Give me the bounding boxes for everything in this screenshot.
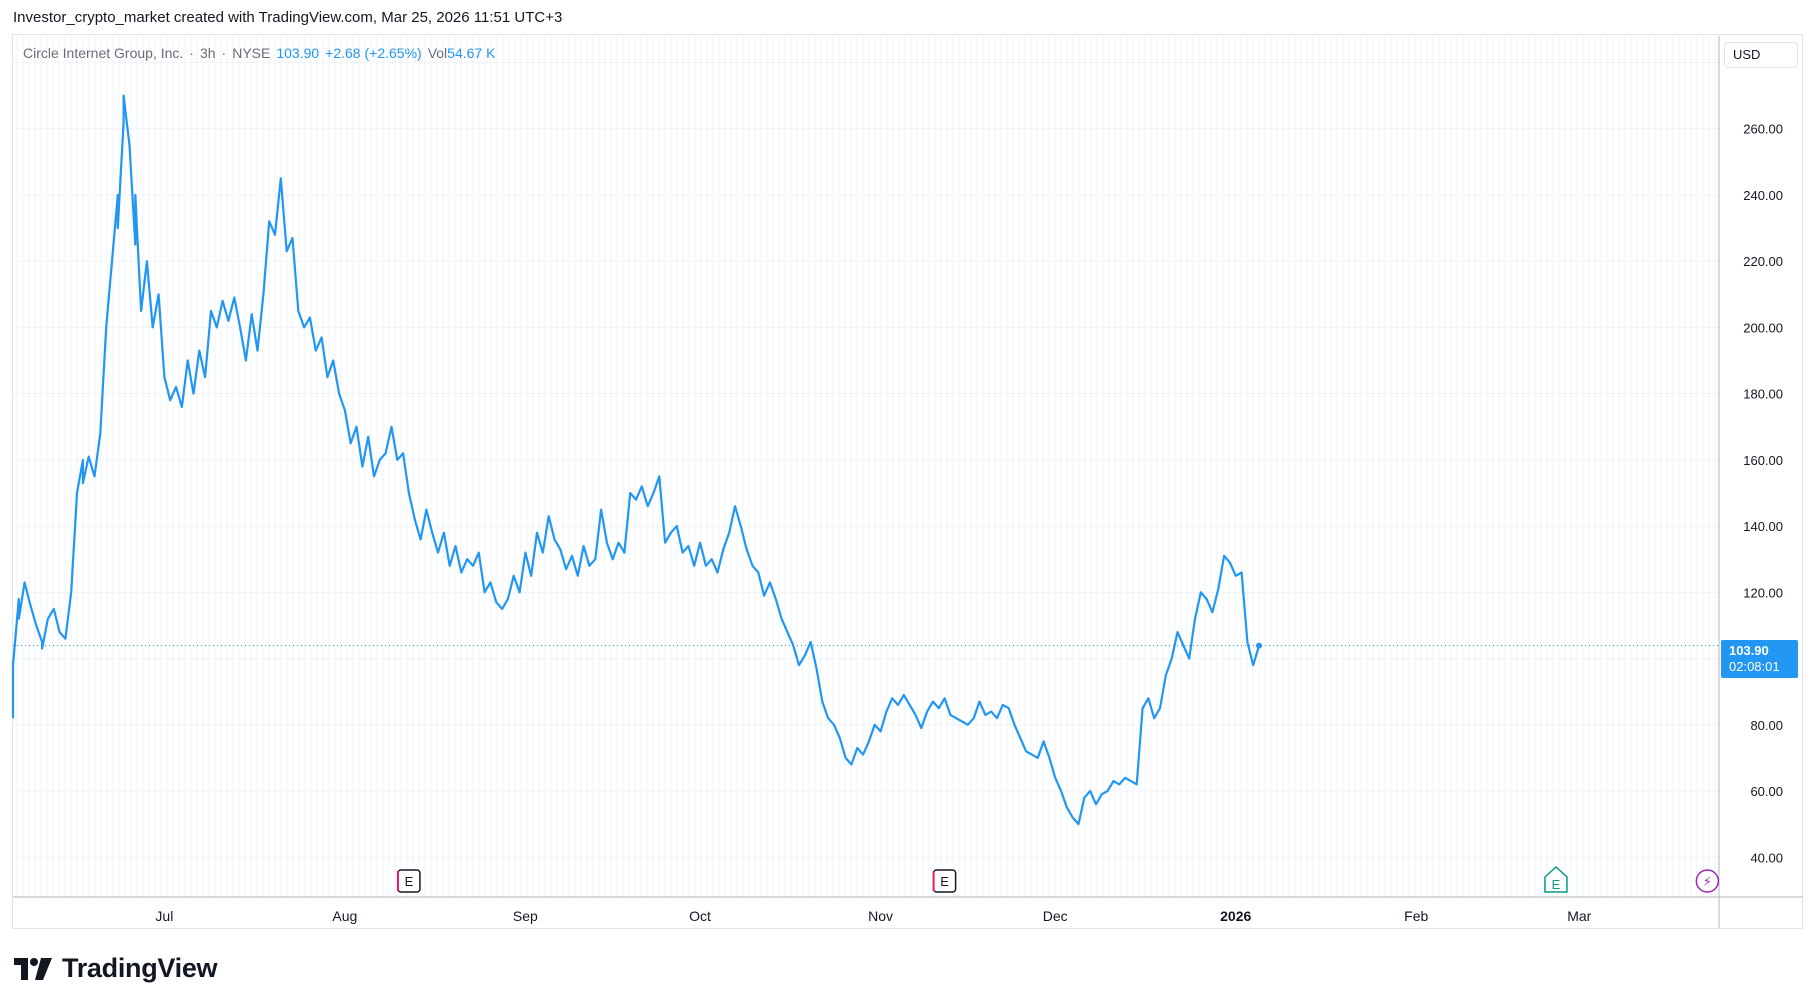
x-tick-label: 2026 (1220, 908, 1251, 924)
x-tick-label: Oct (689, 908, 711, 924)
legend-volume-label: Vol (427, 45, 448, 61)
x-tick-label: Dec (1043, 908, 1068, 924)
legend-name[interactable]: Circle Internet Group, Inc. (23, 45, 184, 61)
legend-last-price: 103.90 (276, 45, 320, 61)
bar-countdown: 02:08:01 (1729, 659, 1780, 674)
currency-button[interactable]: USD (1724, 42, 1798, 68)
price-series-line (11, 94, 1261, 826)
x-tick-label: Aug (332, 908, 357, 924)
tradingview-logo[interactable]: TradingView (14, 953, 218, 984)
last-price-tag: 103.90 02:08:01 (1721, 640, 1798, 678)
y-tick-label: 220.00 (1743, 254, 1783, 269)
legend-separator: · (221, 45, 227, 61)
x-tick-label: Sep (513, 908, 538, 924)
legend-volume-value: 54.67 K (447, 45, 496, 61)
legend-separator: · (189, 45, 194, 61)
y-tick-label: 60.00 (1750, 784, 1783, 799)
chart-caption: Investor_crypto_market created with Trad… (13, 9, 563, 26)
flash-event-icon[interactable] (1695, 869, 1720, 893)
x-tick-label: Feb (1404, 908, 1428, 924)
earnings-event-label: E (405, 874, 414, 889)
y-tick-label: 160.00 (1743, 453, 1783, 468)
y-tick-label: 180.00 (1743, 387, 1783, 402)
y-tick-label: 80.00 (1750, 718, 1783, 733)
legend-interval[interactable]: 3h (199, 45, 216, 61)
earnings-event-label: E (940, 874, 949, 889)
y-tick-label: 140.00 (1743, 519, 1783, 534)
x-tick-label: Jul (155, 908, 173, 924)
y-tick-label: 240.00 (1743, 188, 1783, 203)
symbol-legend[interactable]: Circle Internet Group, Inc. · 3h · NYSE … (23, 45, 495, 61)
y-tick-label: 200.00 (1743, 320, 1783, 335)
earnings-upcoming-icon[interactable] (1544, 865, 1568, 893)
y-tick-label: 120.00 (1743, 585, 1783, 600)
flash-event-glyph: ⚡ (1703, 875, 1712, 890)
tradingview-wordmark: TradingView (62, 953, 218, 983)
tradingview-logo-icon (14, 957, 52, 980)
earnings-event-label: E (1552, 877, 1561, 892)
legend-change: +2.68 (+2.65%) (325, 45, 422, 61)
x-tick-label: Nov (868, 908, 893, 924)
y-tick-label: 40.00 (1750, 850, 1783, 865)
y-tick-label: 260.00 (1743, 122, 1783, 137)
legend-exchange: NYSE (232, 45, 271, 61)
last-price-value: 103.90 (1729, 643, 1769, 658)
last-price-marker (1256, 642, 1263, 649)
x-tick-label: Mar (1567, 908, 1591, 924)
chart-frame[interactable] (12, 34, 1803, 929)
